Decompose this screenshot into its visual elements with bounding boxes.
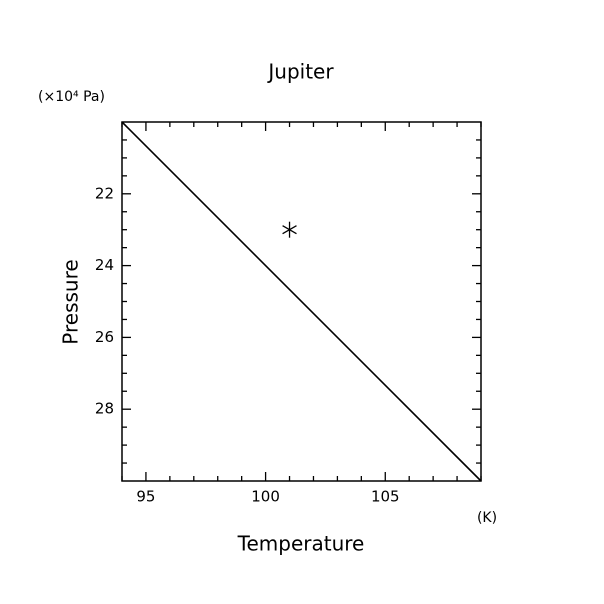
y-unit: (×10⁴ Pa) — [38, 89, 105, 105]
x-unit: (K) — [477, 510, 497, 526]
x-tick-label: 95 — [136, 488, 155, 506]
x-axis-label: Temperature — [237, 532, 365, 556]
data-line — [121, 121, 482, 482]
x-tick-label: 100 — [251, 488, 280, 506]
star-marker — [282, 221, 297, 238]
y-tick-label: 26 — [95, 328, 114, 346]
chart-title: Jupiter — [266, 60, 334, 84]
y-tick-label: 28 — [95, 400, 114, 418]
y-tick-label: 24 — [95, 256, 114, 274]
x-tick-label: 105 — [371, 488, 400, 506]
star-stroke — [282, 225, 297, 235]
y-tick-label: 22 — [95, 184, 114, 202]
y-axis-label: Pressure — [59, 259, 83, 344]
